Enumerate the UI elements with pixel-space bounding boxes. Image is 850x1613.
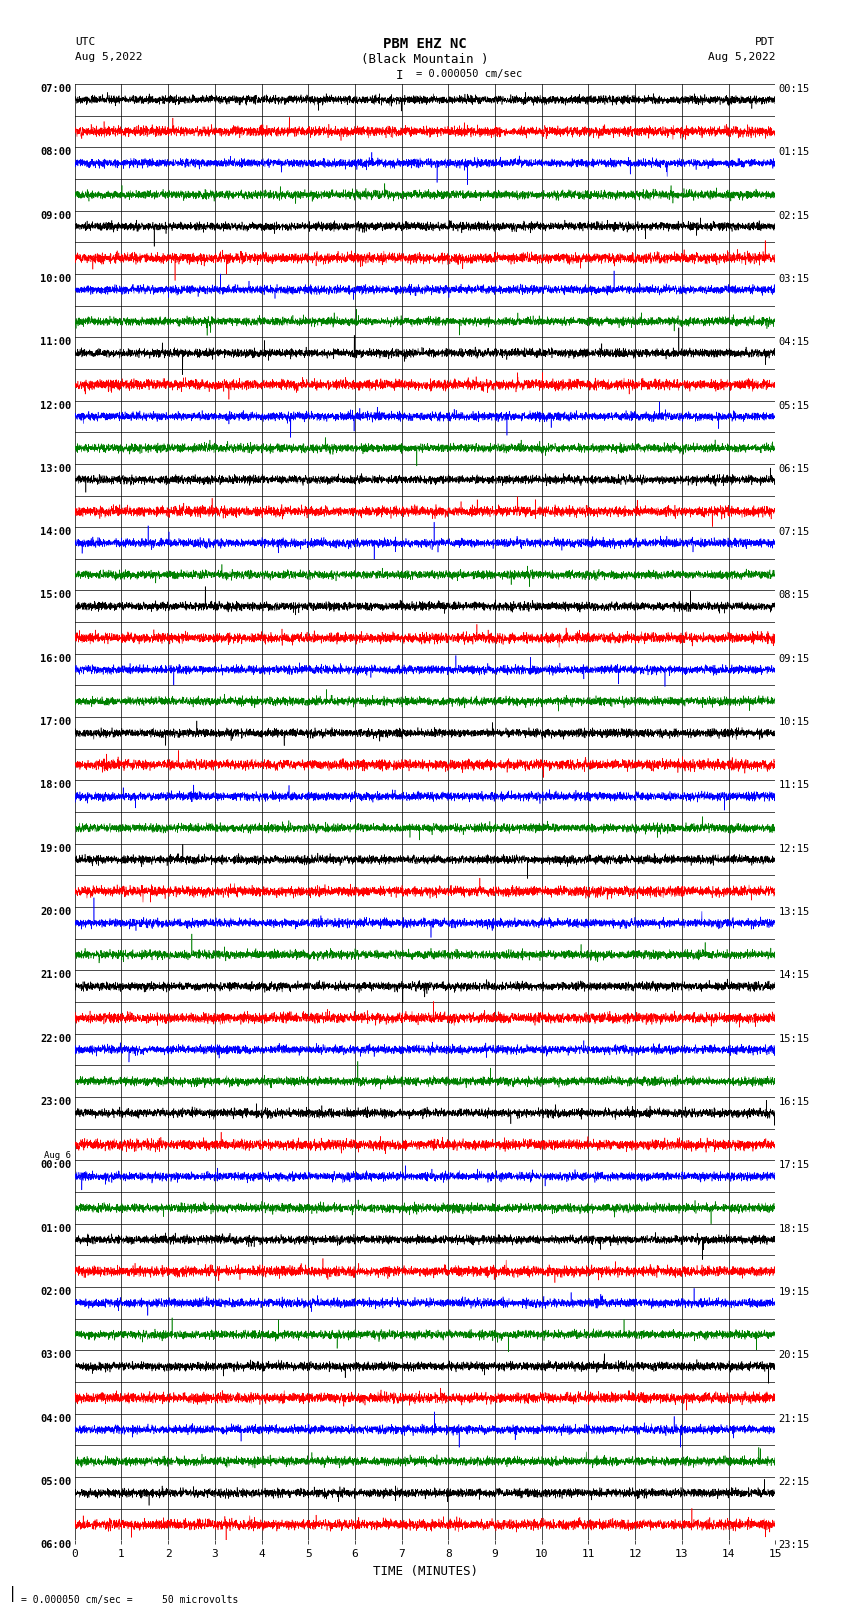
Text: 01:15: 01:15 [779, 147, 810, 156]
Text: 05:15: 05:15 [779, 400, 810, 411]
Text: PBM EHZ NC: PBM EHZ NC [383, 37, 467, 52]
Text: 04:15: 04:15 [779, 337, 810, 347]
Text: 00:00: 00:00 [40, 1160, 71, 1171]
Text: 03:15: 03:15 [779, 274, 810, 284]
Text: 07:00: 07:00 [40, 84, 71, 94]
Text: 20:00: 20:00 [40, 907, 71, 918]
Text: 14:00: 14:00 [40, 527, 71, 537]
Text: 08:15: 08:15 [779, 590, 810, 600]
Text: Aug 5,2022: Aug 5,2022 [708, 52, 775, 61]
Text: 14:15: 14:15 [779, 971, 810, 981]
Text: 23:00: 23:00 [40, 1097, 71, 1107]
Text: 16:00: 16:00 [40, 653, 71, 665]
Text: 16:15: 16:15 [779, 1097, 810, 1107]
Text: 21:15: 21:15 [779, 1413, 810, 1424]
Text: 02:00: 02:00 [40, 1287, 71, 1297]
Text: 13:15: 13:15 [779, 907, 810, 918]
Text: 12:15: 12:15 [779, 844, 810, 853]
Text: 22:15: 22:15 [779, 1478, 810, 1487]
Text: = 0.000050 cm/sec =     50 microvolts: = 0.000050 cm/sec = 50 microvolts [21, 1595, 239, 1605]
Text: 17:15: 17:15 [779, 1160, 810, 1171]
Text: 09:15: 09:15 [779, 653, 810, 665]
Text: PDT: PDT [755, 37, 775, 47]
Text: 13:00: 13:00 [40, 465, 71, 474]
Text: Aug 5,2022: Aug 5,2022 [75, 52, 142, 61]
Text: |: | [8, 1586, 18, 1602]
Text: 09:00: 09:00 [40, 211, 71, 221]
Text: I: I [396, 69, 403, 82]
Text: Aug 6: Aug 6 [44, 1152, 71, 1160]
Text: 00:15: 00:15 [779, 84, 810, 94]
Text: 23:15: 23:15 [779, 1540, 810, 1550]
Text: UTC: UTC [75, 37, 95, 47]
Text: 15:00: 15:00 [40, 590, 71, 600]
Text: 06:00: 06:00 [40, 1540, 71, 1550]
Text: = 0.000050 cm/sec: = 0.000050 cm/sec [416, 69, 523, 79]
Text: 22:00: 22:00 [40, 1034, 71, 1044]
Text: 10:15: 10:15 [779, 718, 810, 727]
Text: 03:00: 03:00 [40, 1350, 71, 1360]
Text: 11:15: 11:15 [779, 781, 810, 790]
Text: 19:00: 19:00 [40, 844, 71, 853]
Text: 07:15: 07:15 [779, 527, 810, 537]
X-axis label: TIME (MINUTES): TIME (MINUTES) [372, 1565, 478, 1578]
Text: 18:15: 18:15 [779, 1224, 810, 1234]
Text: 21:00: 21:00 [40, 971, 71, 981]
Text: 18:00: 18:00 [40, 781, 71, 790]
Text: 20:15: 20:15 [779, 1350, 810, 1360]
Text: (Black Mountain ): (Black Mountain ) [361, 53, 489, 66]
Text: 15:15: 15:15 [779, 1034, 810, 1044]
Text: 17:00: 17:00 [40, 718, 71, 727]
Text: 10:00: 10:00 [40, 274, 71, 284]
Text: 01:00: 01:00 [40, 1224, 71, 1234]
Text: 12:00: 12:00 [40, 400, 71, 411]
Text: 11:00: 11:00 [40, 337, 71, 347]
Text: 04:00: 04:00 [40, 1413, 71, 1424]
Text: 06:15: 06:15 [779, 465, 810, 474]
Text: 19:15: 19:15 [779, 1287, 810, 1297]
Text: 05:00: 05:00 [40, 1478, 71, 1487]
Text: 08:00: 08:00 [40, 147, 71, 156]
Text: 02:15: 02:15 [779, 211, 810, 221]
